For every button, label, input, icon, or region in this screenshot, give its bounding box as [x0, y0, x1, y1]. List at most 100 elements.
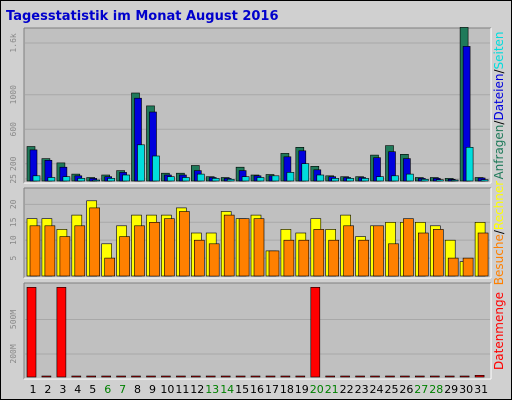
bar-datenmenge-day-23 [355, 375, 365, 378]
x-tick-label-day-22: 22 [340, 383, 354, 396]
bar-seiten-day-12 [197, 173, 205, 182]
bar-besuche-day-31 [477, 232, 489, 277]
bar-seiten-day-19 [301, 163, 310, 182]
bar-besuche-day-1 [29, 225, 41, 277]
legend-dateien: Dateien [492, 74, 506, 121]
bar-besuche-day-6 [104, 257, 115, 277]
bar-datenmenge-day-24 [370, 375, 380, 378]
bar-datenmenge-day-14 [220, 375, 231, 378]
bar-seiten-day-5 [92, 179, 100, 182]
x-tick-label-day-9: 9 [149, 383, 156, 396]
x-tick-label-day-4: 4 [74, 383, 81, 396]
x-tick-label-day-6: 6 [104, 383, 111, 396]
bar-datenmenge-day-5 [86, 375, 96, 378]
bar-seiten-day-10 [167, 176, 175, 182]
bar-seiten-day-20 [316, 174, 325, 182]
y-tick-label: 20 [9, 199, 18, 209]
legend-rechner: Rechner [492, 181, 506, 230]
bar-datenmenge-day-26 [400, 375, 410, 378]
legend-separator: / [492, 120, 506, 125]
x-tick-label-day-23: 23 [355, 383, 369, 396]
bar-besuche-day-7 [119, 236, 130, 277]
y-tick-label: 10 [9, 235, 18, 245]
bar-besuche-day-30 [462, 257, 474, 277]
bar-datenmenge-day-28 [429, 375, 440, 378]
bar-besuche-day-13 [208, 243, 220, 277]
x-tick-label-day-26: 26 [399, 383, 413, 396]
bar-seiten-day-18 [286, 172, 295, 182]
bar-datenmenge-day-9 [146, 375, 156, 378]
bar-seiten-day-13 [211, 178, 220, 182]
bar-besuche-day-16 [253, 218, 265, 277]
x-tick-label-day-13: 13 [205, 383, 219, 396]
bar-seiten-day-6 [107, 178, 115, 182]
bar-besuche-day-22 [343, 225, 354, 277]
bar-besuche-day-2 [44, 225, 56, 277]
bar-besuche-day-14 [223, 214, 235, 277]
x-tick-label-day-12: 12 [190, 383, 204, 396]
bar-datenmenge-day-2 [41, 375, 52, 378]
bar-datenmenge-day-13 [205, 375, 216, 378]
bar-besuche-day-27 [417, 232, 429, 277]
bar-seiten-day-29 [450, 179, 459, 182]
bar-seiten-day-22 [346, 178, 354, 182]
bar-besuche-day-4 [74, 225, 86, 277]
y-tick-label: 5 [9, 255, 18, 260]
bar-besuche-day-28 [432, 229, 444, 277]
bar-datenmenge-day-21 [325, 375, 336, 378]
bar-besuche-day-15 [238, 218, 250, 277]
legend-separator: / [492, 69, 506, 74]
x-tick-label-day-31: 31 [474, 383, 488, 396]
bar-besuche-day-23 [358, 239, 369, 277]
bar-seiten-day-17 [271, 175, 280, 182]
bar-seiten-day-26 [406, 173, 414, 182]
x-tick-label-day-5: 5 [89, 383, 96, 396]
bar-seiten-day-8 [137, 144, 145, 182]
bar-datenmenge-day-12 [191, 375, 201, 378]
bar-besuche-day-9 [149, 222, 160, 277]
x-tick-label-day-18: 18 [280, 383, 294, 396]
bar-datenmenge-day-20 [310, 286, 321, 378]
x-tick-label-day-16: 16 [250, 383, 264, 396]
y-tick-label: 200 [9, 156, 18, 171]
bar-besuche-day-25 [388, 243, 399, 277]
x-tick-label-day-28: 28 [429, 383, 443, 396]
bar-datenmenge-day-15 [235, 375, 246, 378]
bar-datenmenge-day-30 [459, 375, 470, 378]
bar-besuche-day-24 [373, 225, 384, 277]
bar-datenmenge-day-19 [295, 375, 306, 378]
y-tick-label: 1000 [9, 85, 18, 104]
y-tick-label: 25 [9, 174, 18, 184]
legend-datenmenge: Datenmenge [492, 292, 506, 370]
y-tick-label: 500M [9, 310, 18, 329]
x-tick-label-day-14: 14 [220, 383, 234, 396]
bar-datenmenge-day-8 [131, 375, 141, 378]
bar-seiten-day-25 [391, 175, 399, 182]
bar-seiten-day-21 [331, 178, 340, 182]
bar-besuche-day-21 [328, 239, 340, 277]
x-tick-label-day-17: 17 [265, 383, 279, 396]
legend-besuche: Besuche [492, 234, 506, 285]
bar-seiten-day-28 [435, 179, 444, 182]
bar-datenmenge-day-25 [385, 375, 395, 378]
bar-datenmenge-day-7 [116, 375, 126, 378]
x-tick-label-day-15: 15 [235, 383, 249, 396]
bar-datenmenge-day-1 [26, 286, 37, 378]
side-legend-bottom: Datenmenge [492, 292, 506, 370]
bar-besuche-day-19 [298, 239, 310, 277]
x-tick-label-day-7: 7 [119, 383, 126, 396]
bar-datenmenge-day-16 [250, 375, 261, 378]
bar-seiten-day-14 [226, 179, 235, 182]
x-tick-label-day-27: 27 [414, 383, 428, 396]
x-tick-label-day-21: 21 [325, 383, 339, 396]
bar-datenmenge-day-31 [474, 374, 485, 378]
chart-title: Tagesstatistik im Monat August 2016 [6, 9, 279, 24]
legend-anfragen: Anfragen [492, 125, 506, 180]
bar-seiten-day-3 [62, 176, 71, 182]
bar-seiten-day-16 [256, 177, 265, 182]
y-tick-label: 600 [9, 122, 18, 137]
bar-besuche-day-26 [403, 218, 414, 277]
bar-seiten-day-9 [152, 155, 160, 182]
